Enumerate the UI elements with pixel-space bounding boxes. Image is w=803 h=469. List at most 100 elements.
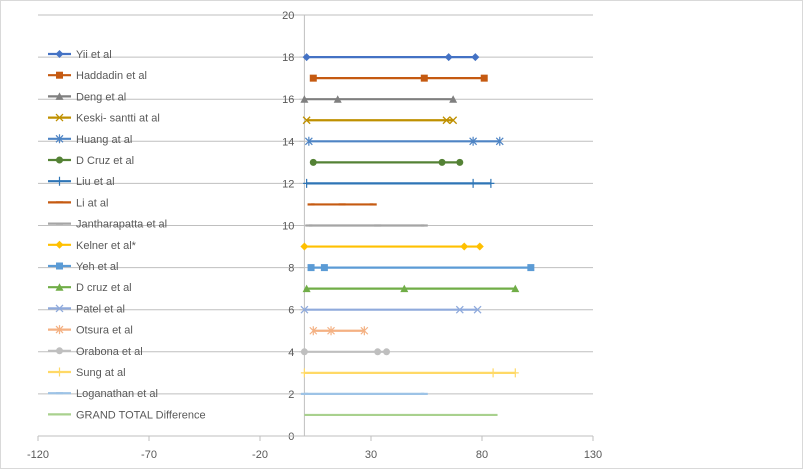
legend-item: Deng et al xyxy=(48,91,126,103)
series-1 xyxy=(302,53,480,62)
series-14 xyxy=(309,326,369,336)
circle-marker xyxy=(383,348,391,356)
diamond-marker xyxy=(475,242,484,251)
x-tick-label: -20 xyxy=(252,449,268,461)
legend-label: GRAND TOTAL Difference xyxy=(76,409,206,421)
y-tick-label: 18 xyxy=(282,52,294,64)
plus-marker xyxy=(469,178,477,188)
legend-label: Yeh et al xyxy=(76,261,118,273)
star-marker xyxy=(469,136,478,146)
legend-label: Patel et al xyxy=(76,303,125,315)
series-15 xyxy=(300,348,391,356)
series-7 xyxy=(303,178,495,188)
diamond-marker xyxy=(55,240,64,249)
series-3 xyxy=(300,95,458,103)
x-marker xyxy=(55,304,64,313)
legend-label: Haddadin et al xyxy=(76,70,147,82)
legend-item: GRAND TOTAL Difference xyxy=(48,409,206,421)
x-tick-label: 130 xyxy=(584,449,602,461)
square-marker xyxy=(527,264,535,272)
legend-item: Yeh et al xyxy=(48,261,118,273)
plus-marker xyxy=(56,367,63,377)
legend-label: Loganathan et al xyxy=(76,388,158,400)
square-marker xyxy=(420,74,428,82)
legend-item: Huang at al xyxy=(48,134,132,146)
legend-item: Orabona et al xyxy=(48,346,143,358)
triangle-marker xyxy=(300,95,309,103)
circle-marker xyxy=(56,347,63,355)
diamond-marker xyxy=(460,242,469,251)
y-tick-label: 4 xyxy=(288,347,294,359)
legend-item: Kelner et al* xyxy=(48,240,137,252)
star-marker xyxy=(55,325,64,335)
x-marker xyxy=(473,305,482,314)
series-16 xyxy=(300,368,519,378)
diamond-marker xyxy=(55,50,64,58)
x-tick-label: 30 xyxy=(365,449,377,461)
legend-label: Li at al xyxy=(76,197,108,209)
diamond-marker xyxy=(471,53,480,62)
legend-label: Orabona et al xyxy=(76,346,143,358)
series-5 xyxy=(304,136,504,146)
legend-item: Yii et al xyxy=(48,49,112,61)
legend-label: Liu et al xyxy=(76,176,115,188)
plus-marker xyxy=(489,368,497,378)
y-tick-label: 10 xyxy=(282,221,294,233)
star-marker xyxy=(309,326,318,336)
series-4 xyxy=(302,116,458,125)
circle-marker xyxy=(56,156,63,164)
y-tick-label: 0 xyxy=(288,431,294,443)
legend-label: Keski- santti at al xyxy=(76,113,160,125)
y-tick-label: 14 xyxy=(282,136,294,148)
legend-label: Kelner et al* xyxy=(76,240,137,252)
series-6 xyxy=(309,158,464,166)
triangle-marker xyxy=(55,283,64,291)
legend-item: Loganathan et al xyxy=(48,388,158,400)
legend-item: Li at al xyxy=(48,197,108,209)
star-marker xyxy=(360,326,369,336)
series-12 xyxy=(302,284,520,293)
axes: 0 2 4 6 8 10 12 14 16 18 20 -120 -70 -20 30 80 130 xyxy=(27,10,602,461)
y-tick-label: 8 xyxy=(288,263,294,275)
legend-item: Otsura et al xyxy=(48,325,133,337)
legend-item: Haddadin et al xyxy=(48,70,147,82)
plus-marker xyxy=(511,368,519,378)
triangle-marker xyxy=(449,95,458,103)
circle-marker xyxy=(300,348,308,356)
square-marker xyxy=(309,74,317,82)
star-marker xyxy=(327,326,335,336)
legend-item: D Cruz et al xyxy=(48,155,134,167)
x-marker xyxy=(455,305,464,314)
y-tick-label: 6 xyxy=(288,305,294,317)
legend-item: Liu et al xyxy=(48,176,115,188)
triangle-marker xyxy=(302,284,311,293)
legend-label: Deng et al xyxy=(76,91,126,103)
y-tick-label: 2 xyxy=(288,389,294,401)
legend-label: Huang at al xyxy=(76,134,132,146)
plus-marker xyxy=(303,178,311,188)
diamond-marker xyxy=(302,53,311,62)
circle-marker xyxy=(309,158,317,166)
triangle-marker xyxy=(55,92,64,100)
star-marker xyxy=(495,136,504,146)
square-marker xyxy=(480,74,488,82)
legend-label: Yii et al xyxy=(76,49,112,61)
diamond-marker xyxy=(300,242,309,251)
y-tick-label: 16 xyxy=(282,94,294,106)
series-lines xyxy=(300,53,535,417)
diamond-marker xyxy=(444,53,453,62)
circle-marker xyxy=(438,158,446,166)
x-tick-label: -70 xyxy=(141,449,157,461)
x-marker xyxy=(442,116,451,125)
triangle-marker xyxy=(400,284,409,293)
series-2 xyxy=(309,74,488,82)
legend-item: Patel et al xyxy=(48,303,125,315)
legend-item: Jantharapatta et al xyxy=(48,219,167,231)
legend: Yii et al Haddadin et al Deng et al Keski- … xyxy=(48,49,206,421)
plus-marker xyxy=(56,176,63,186)
y-tick-label: 12 xyxy=(282,178,294,190)
circle-marker xyxy=(374,348,382,356)
legend-label: Sung at al xyxy=(76,367,126,379)
